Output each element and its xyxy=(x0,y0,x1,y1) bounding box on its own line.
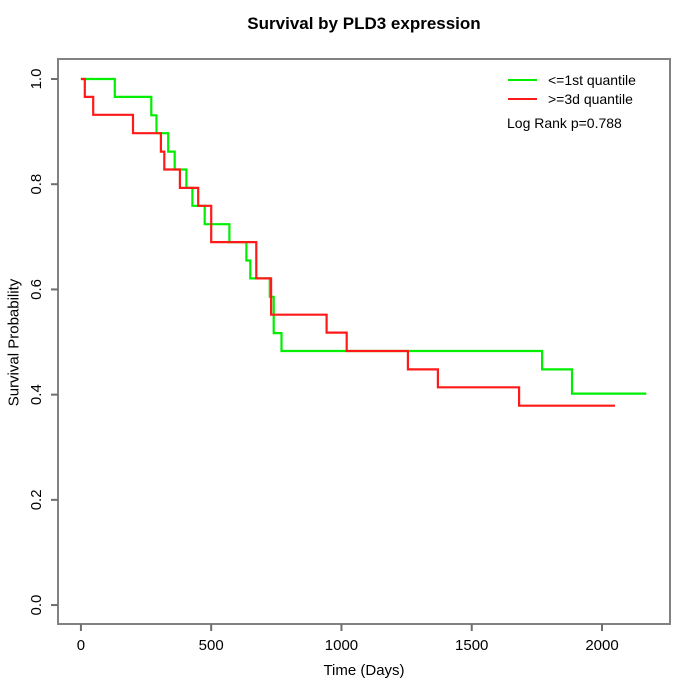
y-tick-label: 0.4 xyxy=(28,384,45,405)
plot-box xyxy=(57,58,671,625)
y-tick-label: 0.6 xyxy=(28,279,45,300)
x-tick-label: 1000 xyxy=(325,637,358,654)
km-curve-series-0 xyxy=(80,77,647,395)
y-tick-label: 0.0 xyxy=(28,595,45,616)
log-rank-annotation: Log Rank p=0.788 xyxy=(507,115,622,131)
x-tick-label: 1500 xyxy=(455,637,488,654)
legend-items: <=1st quantile >=3d quantile xyxy=(508,70,688,108)
km-curve-series-1 xyxy=(80,77,615,407)
y-tick-label: 0.2 xyxy=(28,489,45,510)
x-tick-label: 500 xyxy=(199,637,224,654)
legend-line-swatch xyxy=(508,97,537,100)
x-axis-title: Time (Days) xyxy=(323,662,405,679)
legend-label: >=3d quantile xyxy=(548,90,633,107)
x-tick-label: 2000 xyxy=(585,637,618,654)
x-tick-label: 0 xyxy=(77,637,85,654)
legend-item-0: <=1st quantile xyxy=(508,70,688,89)
y-tick-label: 1.0 xyxy=(28,69,45,90)
legend-line-swatch xyxy=(508,78,537,81)
chart-title: Survival by PLD3 expression xyxy=(247,14,481,33)
y-tick-label: 0.8 xyxy=(28,174,45,195)
y-axis-title: Survival Probability xyxy=(5,278,23,407)
legend: <=1st quantile >=3d quantile Log Rank p=0… xyxy=(507,70,688,132)
legend-label: <=1st quantile xyxy=(548,71,636,88)
legend-item-1: >=3d quantile xyxy=(508,89,688,108)
